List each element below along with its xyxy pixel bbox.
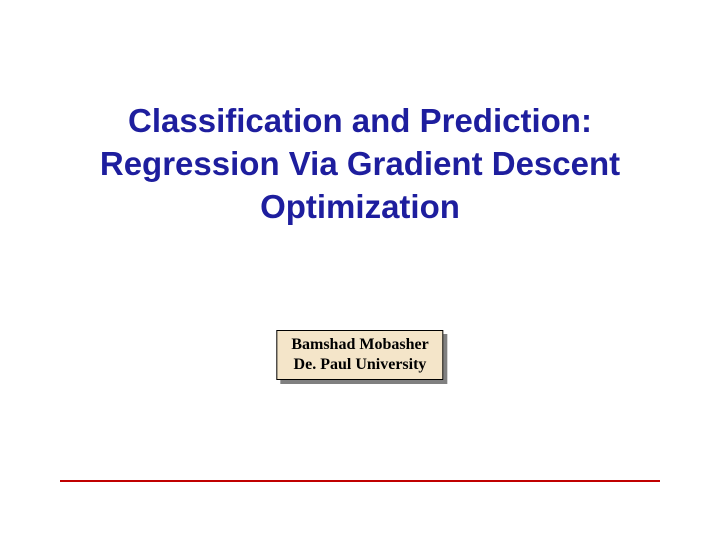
bottom-rule: [60, 480, 660, 482]
title-line-2: Regression Via Gradient Descent: [0, 143, 720, 186]
author-box-wrapper: Bamshad Mobasher De. Paul University: [276, 330, 443, 380]
slide-title: Classification and Prediction: Regressio…: [0, 100, 720, 229]
title-line-1: Classification and Prediction:: [0, 100, 720, 143]
title-line-3: Optimization: [0, 186, 720, 229]
author-name: Bamshad Mobasher: [291, 335, 428, 355]
slide: Classification and Prediction: Regressio…: [0, 0, 720, 540]
author-affiliation: De. Paul University: [291, 355, 428, 375]
author-box: Bamshad Mobasher De. Paul University: [276, 330, 443, 380]
